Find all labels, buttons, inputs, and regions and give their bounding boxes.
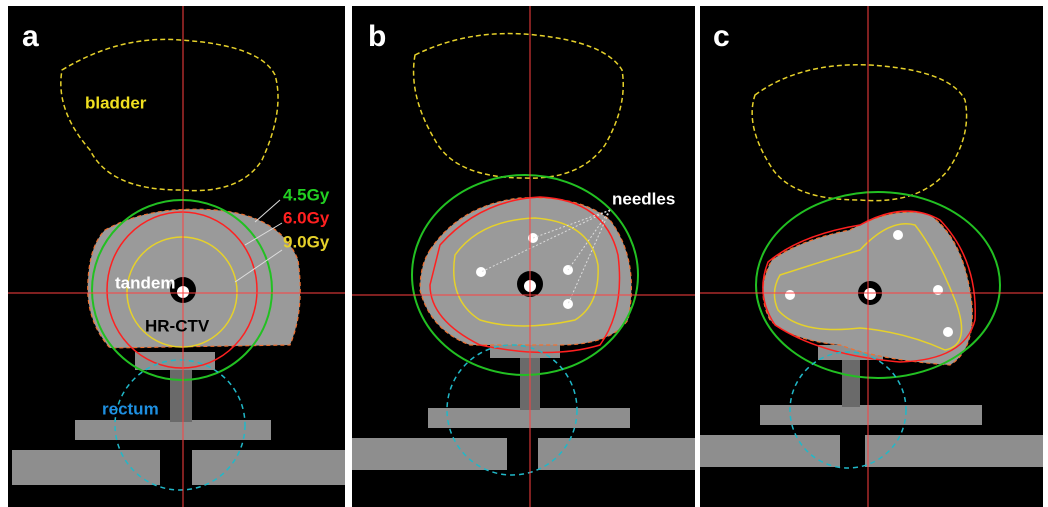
panel-label: b [368,20,386,53]
target-label: HR-CTV [145,316,210,335]
table-block [700,435,840,467]
stem [842,355,860,407]
applicator-label: tandem [115,273,175,292]
organ-label: bladder [85,93,147,112]
needle [943,327,953,337]
dose-label: 6.0Gy [283,208,330,227]
panel-c: c [700,6,1043,507]
plate [75,420,271,440]
organ-label: rectum [102,399,159,418]
needle [893,230,903,240]
figure: a bladder 4.5Gy 6.0Gy 9.0Gy tandem HR-CT… [0,0,1048,507]
needles-label: needles [612,189,675,208]
panel-label: a [22,20,39,53]
needle [785,290,795,300]
table-block [352,438,507,470]
panel-a: a bladder 4.5Gy 6.0Gy 9.0Gy tandem HR-CT… [8,6,345,507]
table-block [12,450,160,485]
plate [428,408,630,428]
tandem-source [864,288,876,300]
plate [760,405,982,425]
table-block [538,438,695,470]
dose-label: 4.5Gy [283,185,330,204]
panel-label: c [713,20,730,53]
stem [170,368,192,422]
table-block [865,435,1043,467]
panel-b: b needles [352,6,695,507]
dose-label: 9.0Gy [283,232,330,251]
